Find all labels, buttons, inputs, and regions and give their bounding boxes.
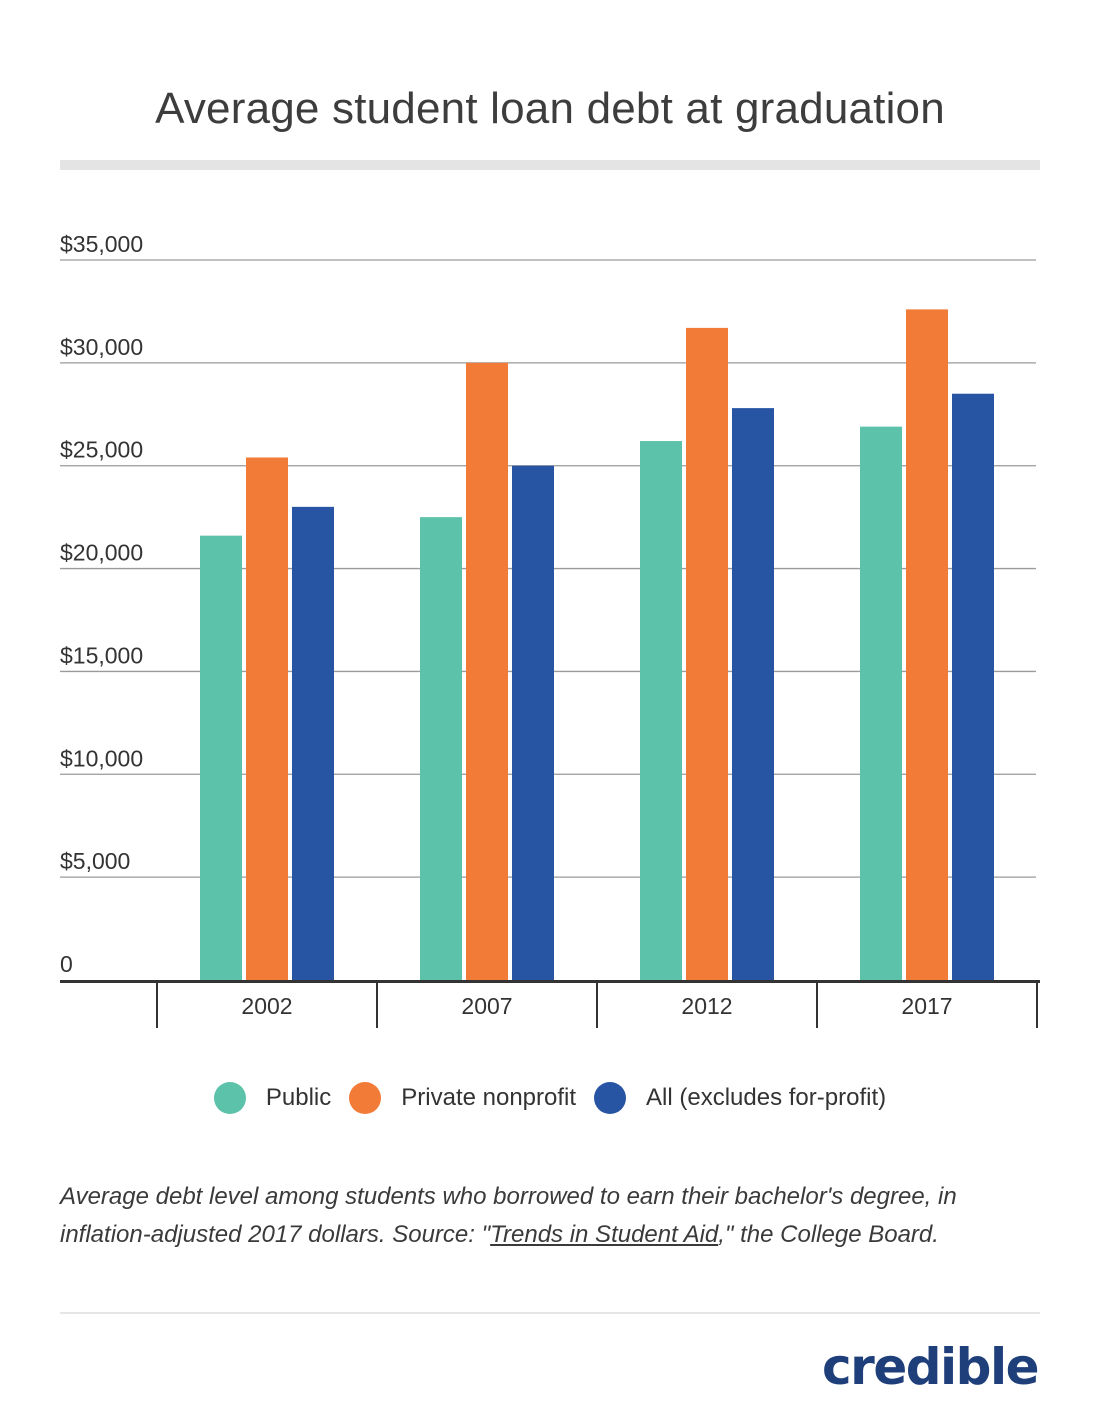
caption-text-end: ," the College Board. [718,1221,939,1248]
y-tick-label: $10,000 [60,745,143,771]
legend-swatch-public [213,1082,246,1114]
y-tick-label: $15,000 [60,642,143,668]
legend-swatch-private-nonprofit [349,1082,382,1114]
legend: Public Private nonprofit All (excludes f… [0,1078,1100,1118]
source-link[interactable]: Trends in Student Aid [490,1221,719,1248]
bar-public-2012 [640,441,682,980]
y-tick-label: 0 [60,951,73,977]
y-tick-label: $30,000 [60,334,143,360]
y-tick-label: $25,000 [60,437,143,463]
y-tick-label: $35,000 [60,231,143,257]
bar-all-excludes-for-profit-2017 [952,393,994,980]
y-tick-label: $5,000 [60,848,130,874]
legend-swatch-all [594,1082,627,1114]
caption-text-start: Average debt level among students who bo… [60,1183,957,1248]
x-tick-label-2012: 2012 [681,993,732,1019]
bar-public-2017 [860,426,902,981]
bar-chart: 0 $5,000 $10,000 $15,000 $20,000 $25,000 $30,0… [60,231,1040,1028]
legend-item-public: Public [213,1082,332,1114]
title-divider [60,160,1040,170]
chart-caption: Average debt level among students who bo… [60,1178,1050,1254]
y-tick-label: $20,000 [60,540,143,566]
legend-item-private-nonprofit: Private nonprofit [349,1082,576,1114]
x-tick-label-2017: 2017 [901,993,952,1019]
x-tick-label-2007: 2007 [461,993,512,1019]
credible-logo: credible [822,1338,1039,1396]
bar-private-nonprofit-2007 [466,362,508,980]
bar-private-nonprofit-2012 [686,327,728,980]
bar-all-excludes-for-profit-2012 [732,408,774,981]
footer-divider [60,1312,1040,1314]
legend-label-private-nonprofit: Private nonprofit [401,1084,577,1111]
bar-public-2007 [420,517,462,980]
x-tick-label-2002: 2002 [241,993,292,1019]
bar-public-2002 [200,535,242,980]
bar-private-nonprofit-2002 [246,457,288,980]
bar-private-nonprofit-2017 [906,309,948,980]
bar-all-excludes-for-profit-2002 [292,506,334,980]
legend-label-all: All (excludes for-profit) [646,1084,887,1111]
chart-title: Average student loan debt at graduation [155,84,945,133]
legend-item-all: All (excludes for-profit) [594,1082,886,1114]
legend-label-public: Public [265,1084,332,1111]
bar-all-excludes-for-profit-2007 [512,465,554,980]
